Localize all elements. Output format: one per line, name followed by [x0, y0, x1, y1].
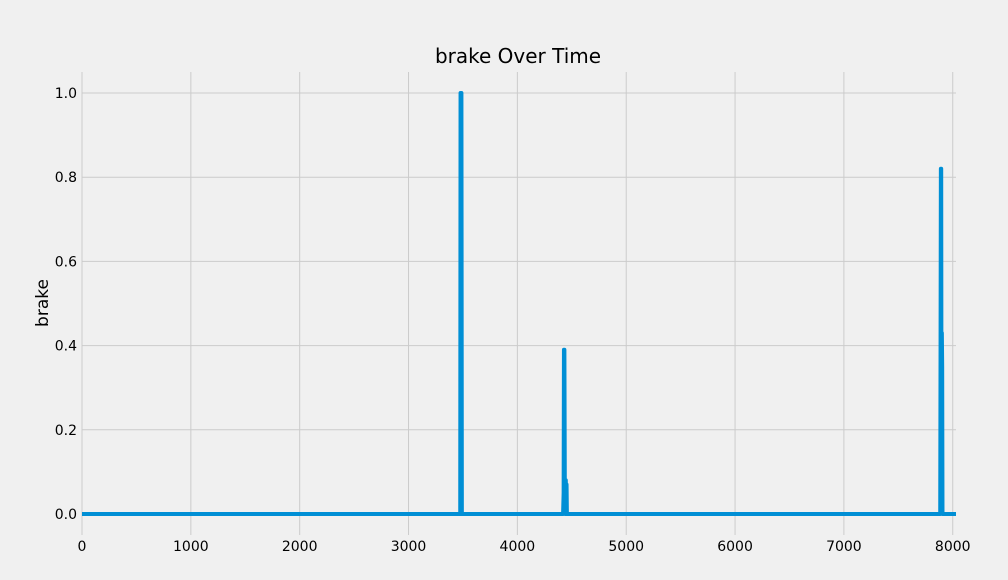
y-tick-label: 0.0: [55, 507, 77, 523]
x-tick-label: 0: [78, 539, 87, 555]
y-tick-label: 0.8: [55, 170, 77, 186]
series-line: [82, 91, 956, 516]
series-layer: [82, 91, 956, 516]
x-tick-label: 7000: [826, 539, 862, 555]
x-tick-label: 4000: [500, 539, 536, 555]
x-tick-label: 8000: [935, 539, 971, 555]
y-axis-ticks: 0.0 0.2 0.4 0.6 0.8 1.0: [55, 86, 77, 523]
chart-title: brake Over Time: [435, 44, 601, 68]
x-tick-label: 3000: [391, 539, 427, 555]
y-tick-label: 0.2: [55, 423, 77, 439]
y-tick-label: 1.0: [55, 86, 77, 102]
x-tick-label: 6000: [717, 539, 753, 555]
x-tick-label: 2000: [282, 539, 318, 555]
y-axis-label: brake: [33, 279, 53, 327]
y-tick-label: 0.4: [55, 339, 77, 355]
y-tick-label: 0.6: [55, 254, 77, 270]
x-tick-label: 5000: [608, 539, 644, 555]
x-axis-ticks: 0 1000 2000 3000 4000 5000 6000 7000 8000: [78, 539, 971, 555]
x-tick-label: 1000: [173, 539, 209, 555]
